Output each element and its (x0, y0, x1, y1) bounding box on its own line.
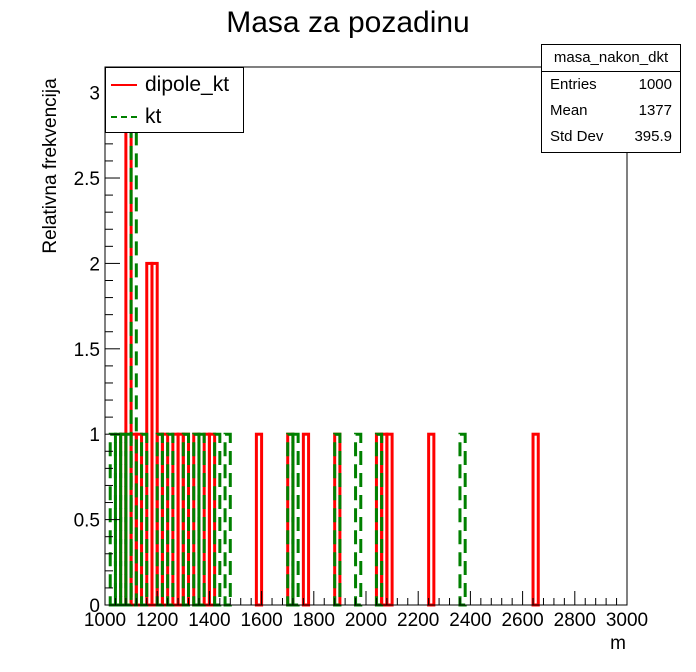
x-tick-label: 2200 (397, 610, 439, 631)
y-axis-label: Relativna frekvencija (40, 78, 61, 254)
y-tick-label: 2 (89, 254, 100, 275)
x-tick-label: 3000 (606, 610, 648, 631)
stats-row-mean: Mean 1377 (542, 98, 680, 124)
y-tick-label: 0 (89, 596, 100, 617)
histogram-bar-kt (458, 432, 467, 607)
stats-title: masa_nakon_dkt (542, 45, 680, 72)
stats-value: 1377 (638, 102, 672, 119)
legend-swatch-red-solid (111, 84, 137, 86)
stats-label: Entries (550, 76, 597, 93)
histogram-bar-dipole_kt (301, 432, 311, 607)
stats-label: Std Dev (550, 128, 604, 145)
x-tick-label: 1400 (188, 610, 230, 631)
legend-swatch-green-dashed (111, 116, 137, 118)
x-axis-label: m (610, 633, 626, 654)
stats-value: 1000 (638, 76, 672, 93)
x-tick-label: 1800 (293, 610, 335, 631)
y-tick-label: 3 (89, 84, 100, 105)
legend-label: kt (145, 105, 162, 128)
y-tick-label: 1.5 (74, 340, 100, 361)
histogram-bar-dipole_kt (531, 432, 540, 607)
x-tick-label: 1000 (84, 610, 126, 631)
x-tick-label: 2000 (345, 610, 387, 631)
histogram-bar-kt (129, 91, 138, 607)
stats-row-stddev: Std Dev 395.9 (542, 124, 680, 150)
y-tick-label: 0.5 (74, 511, 100, 532)
histogram-bar-dipole_kt (254, 432, 264, 607)
y-tick-label: 1 (89, 425, 100, 446)
histogram-bar-dipole_kt (427, 432, 436, 607)
x-tick-label: 1200 (136, 610, 178, 631)
histogram-bar-kt (354, 432, 363, 607)
y-tick-label: 2.5 (74, 169, 100, 190)
legend-label: dipole_kt (145, 73, 230, 96)
chart-title: Masa za pozadinu (226, 6, 470, 39)
legend-item-kt: kt (106, 102, 161, 132)
x-tick-label: 2400 (449, 610, 491, 631)
legend-item-dipole-kt: dipole_kt (106, 70, 229, 100)
x-tick-label: 2800 (554, 610, 596, 631)
stats-label: Mean (550, 102, 588, 119)
histogram-bar-kt (223, 432, 232, 607)
stats-box: masa_nakon_dkt Entries 1000 Mean 1377 St… (541, 44, 681, 153)
x-tick-label: 1600 (240, 610, 282, 631)
stats-value: 395.9 (634, 128, 672, 145)
histogram-bar-dipole_kt (385, 432, 394, 607)
stats-row-entries: Entries 1000 (542, 72, 680, 98)
legend: dipole_kt kt (105, 67, 244, 133)
x-tick-label: 2600 (501, 610, 543, 631)
